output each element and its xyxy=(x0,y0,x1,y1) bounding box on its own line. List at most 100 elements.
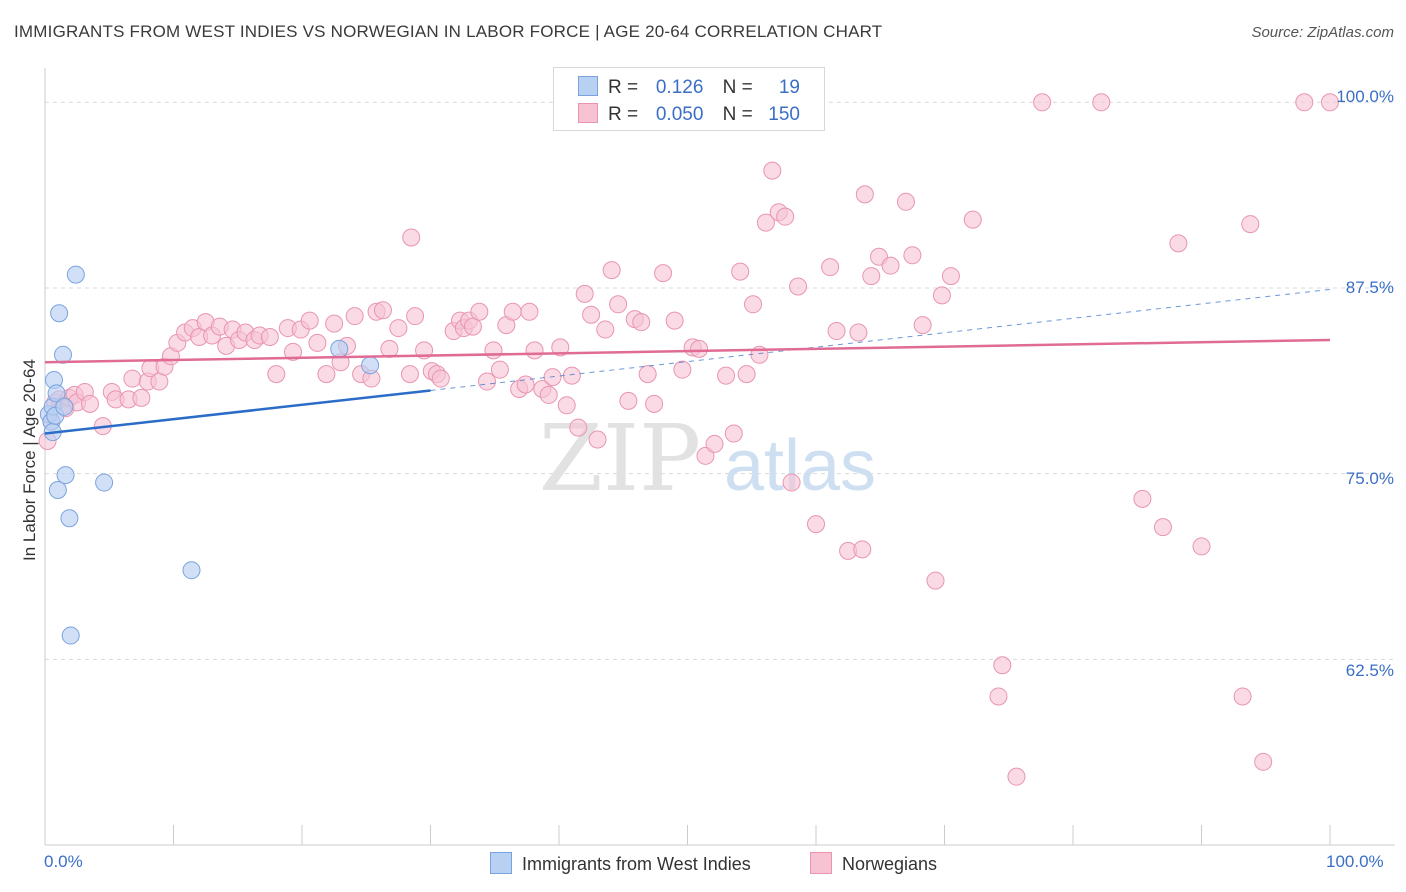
norwegians-point xyxy=(470,302,489,321)
west-indies-point xyxy=(61,626,80,645)
norwegians-point xyxy=(717,366,736,385)
n-value: 150 xyxy=(768,104,800,125)
norwegians-point xyxy=(665,311,684,330)
norwegians-point xyxy=(673,360,692,379)
chart-title: IMMIGRANTS FROM WEST INDIES VS NORWEGIAN… xyxy=(14,22,883,41)
stats-legend: R = 0.126 N = 19 R = 0.050 N = 150 xyxy=(553,67,825,131)
norwegians-point xyxy=(503,302,522,321)
norwegians-point xyxy=(1033,93,1052,112)
n-label: N = xyxy=(722,77,753,98)
norwegians-point xyxy=(406,307,425,326)
norwegians-point xyxy=(756,213,775,232)
norwegians-point xyxy=(1233,687,1252,706)
norwegians-point xyxy=(1169,234,1188,253)
norwegians-point xyxy=(345,307,364,326)
norwegians-point xyxy=(913,316,932,335)
norwegians-point xyxy=(1254,752,1273,771)
norwegians-point xyxy=(881,256,900,275)
norwegians-point xyxy=(490,360,509,379)
norwegians-point xyxy=(431,369,450,388)
blue-swatch-icon xyxy=(490,852,512,874)
norwegians-trend-line xyxy=(44,338,1331,364)
norwegians-point xyxy=(1092,93,1111,112)
y-tick-75: 75.0% xyxy=(1345,469,1394,488)
norwegians-point xyxy=(267,365,286,384)
r-label: R = xyxy=(608,104,639,125)
norwegians-point xyxy=(484,341,503,360)
norwegians-point xyxy=(400,365,419,384)
norwegians-point xyxy=(619,391,638,410)
norwegians-point xyxy=(926,571,945,590)
norwegians-point xyxy=(821,258,840,277)
norwegians-point xyxy=(1241,215,1260,234)
norwegians-point xyxy=(609,295,628,314)
west-indies-point xyxy=(66,265,85,284)
norwegians-point xyxy=(737,365,756,384)
norwegians-point xyxy=(569,418,588,437)
west-indies-point xyxy=(55,397,74,416)
norwegians-point xyxy=(300,311,319,330)
west-indies-point xyxy=(330,339,349,358)
norwegians-point xyxy=(1153,518,1172,537)
norwegians-point xyxy=(855,185,874,204)
west-indies-point xyxy=(361,356,380,375)
trend-lines xyxy=(44,288,1331,435)
norwegians-point xyxy=(557,396,576,415)
norwegians-point xyxy=(325,314,344,333)
norwegians-point xyxy=(963,210,982,229)
norwegians-point xyxy=(562,366,581,385)
norwegians-point xyxy=(132,388,151,407)
norwegians-point xyxy=(731,262,750,281)
norwegians-point xyxy=(993,656,1012,675)
legend-item-norwegians: Norwegians xyxy=(810,852,937,875)
blue-swatch-icon xyxy=(578,76,598,96)
norwegians-point xyxy=(989,687,1008,706)
legend-label-west-indies: Immigrants from West Indies xyxy=(522,854,751,874)
source-label: Source: ZipAtlas.com xyxy=(1251,24,1394,41)
west-indies-point xyxy=(53,345,72,364)
r-value: 0.050 xyxy=(655,104,704,125)
norwegians-point xyxy=(308,333,327,352)
norwegians-point xyxy=(402,228,421,247)
west-indies-trend-extension xyxy=(430,288,1331,391)
norwegians-point xyxy=(463,317,482,336)
west-indies-point xyxy=(60,509,79,528)
watermark-atlas: atlas xyxy=(724,426,876,506)
norwegians-point xyxy=(724,424,743,443)
norwegians-point xyxy=(1321,93,1339,112)
west-indies-point xyxy=(56,466,75,485)
norwegians-point xyxy=(744,295,763,314)
west-indies-point xyxy=(48,480,67,499)
norwegians-point xyxy=(380,339,399,358)
pink-swatch-icon xyxy=(578,103,598,123)
norwegians-point xyxy=(582,305,601,324)
axes xyxy=(44,68,1395,846)
norwegians-point xyxy=(588,430,607,449)
stats-legend-row-norwegians: R = 0.050 N = 150 xyxy=(578,103,800,126)
norwegians-point xyxy=(317,365,336,384)
norwegians-point xyxy=(632,313,651,332)
norwegians-point xyxy=(853,540,872,559)
norwegians-point xyxy=(596,320,615,339)
stats-legend-row-west-indies: R = 0.126 N = 19 xyxy=(578,76,800,99)
norwegians-point xyxy=(776,207,795,226)
norwegians-point xyxy=(789,277,808,296)
norwegians-point xyxy=(520,302,539,321)
norwegians-point xyxy=(763,161,782,180)
watermark-zip: ZIP xyxy=(539,405,701,512)
norwegians-point xyxy=(575,284,594,303)
norwegians-point xyxy=(373,301,392,320)
n-value: 19 xyxy=(778,77,800,98)
norwegians-point xyxy=(645,394,664,413)
norwegians-point xyxy=(1192,537,1211,556)
norwegians-point xyxy=(638,365,657,384)
pink-swatch-icon xyxy=(810,852,832,874)
legend-item-west-indies: Immigrants from West Indies xyxy=(490,852,751,875)
norwegians-point xyxy=(903,246,922,265)
x-tick-max: 100.0% xyxy=(1326,852,1384,871)
norwegians-point xyxy=(1007,767,1026,786)
norwegians-point xyxy=(602,261,621,280)
norwegians-point xyxy=(551,338,570,357)
west-indies-trend-line xyxy=(44,389,431,435)
r-label: R = xyxy=(608,77,639,98)
